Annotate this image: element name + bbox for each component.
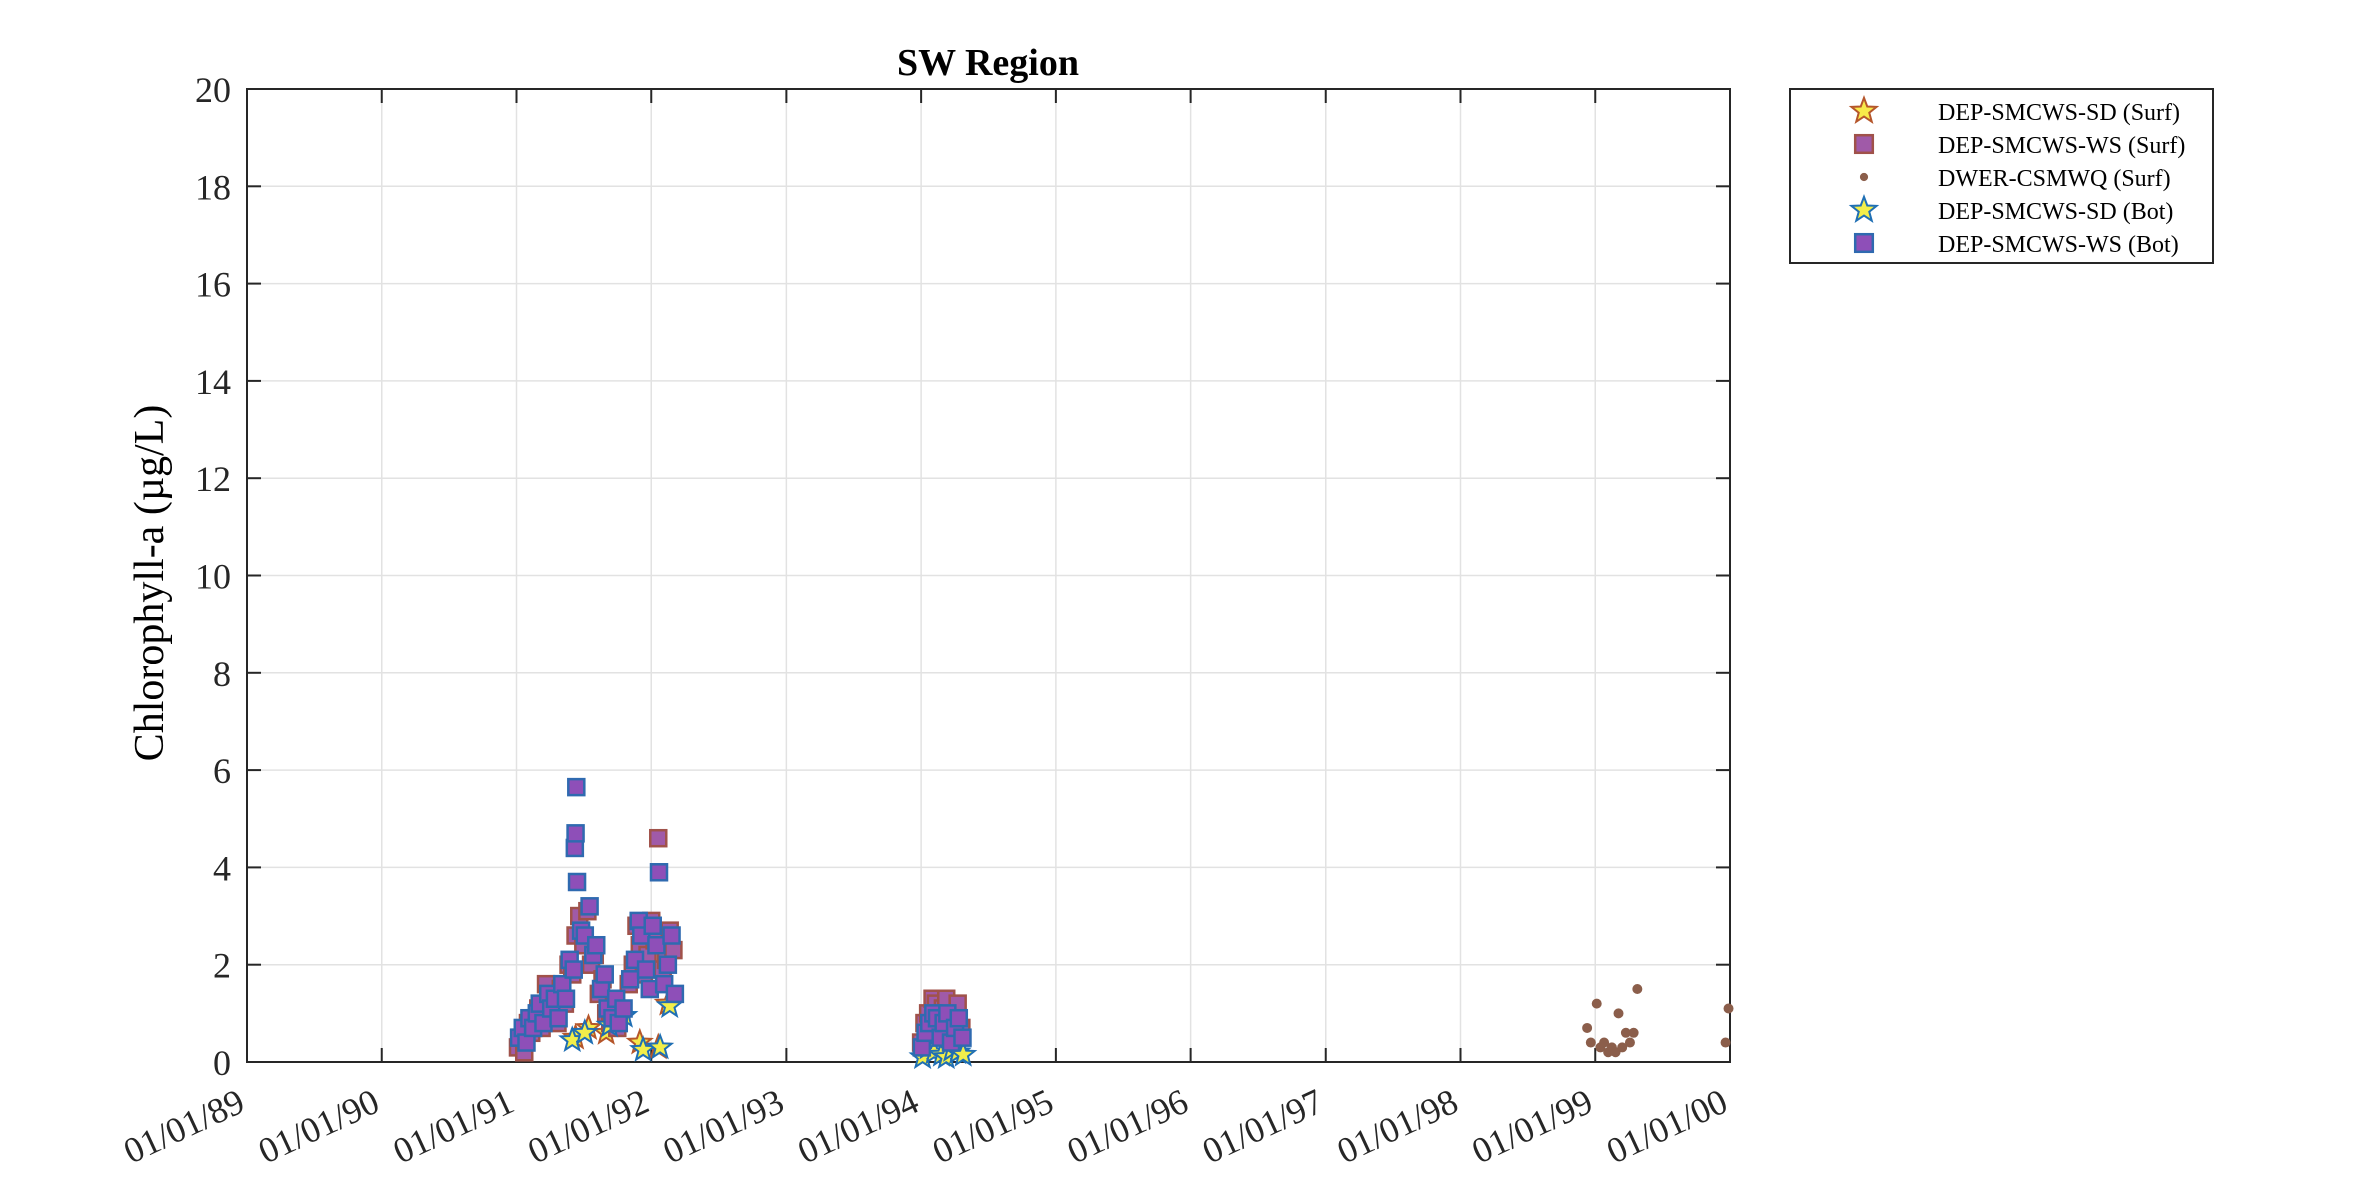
data-point bbox=[1591, 998, 1602, 1009]
data-point bbox=[662, 926, 681, 945]
chart-title: SW Region bbox=[897, 42, 1079, 84]
data-point bbox=[595, 965, 614, 984]
data-point bbox=[649, 828, 668, 848]
data-point bbox=[1613, 1008, 1624, 1019]
data-point bbox=[556, 989, 576, 1009]
data-point bbox=[1585, 1037, 1596, 1048]
data-points bbox=[508, 777, 1734, 1070]
legend-label: DWER-CSMWQ (Surf) bbox=[1938, 166, 2171, 192]
data-point bbox=[953, 1028, 972, 1047]
data-point bbox=[636, 960, 656, 979]
data-point bbox=[645, 1032, 675, 1060]
y-tick-label: 12 bbox=[195, 459, 231, 499]
legend-marker bbox=[1848, 94, 1880, 124]
legend-label: DEP-SMCWS-SD (Surf) bbox=[1938, 100, 2180, 126]
data-point bbox=[1624, 1037, 1635, 1048]
data-point bbox=[949, 1008, 969, 1028]
data-point bbox=[1720, 1037, 1731, 1048]
data-point bbox=[647, 935, 666, 955]
data-point bbox=[580, 897, 599, 916]
y-tick-label: 0 bbox=[213, 1043, 231, 1083]
legend-marker bbox=[1859, 172, 1869, 182]
legend-marker bbox=[1853, 133, 1875, 155]
data-point bbox=[1582, 1022, 1593, 1033]
y-tick-label: 16 bbox=[195, 265, 231, 305]
data-point bbox=[1723, 1003, 1734, 1014]
y-tick-label: 18 bbox=[195, 167, 231, 207]
data-point bbox=[1628, 1027, 1639, 1038]
legend-marker bbox=[1848, 193, 1880, 223]
data-point bbox=[564, 960, 583, 979]
y-tick-label: 6 bbox=[213, 751, 231, 791]
data-point bbox=[1599, 1037, 1610, 1048]
data-point bbox=[567, 777, 586, 797]
data-point bbox=[566, 824, 585, 843]
grid-lines bbox=[246, 88, 1731, 1063]
y-tick-label: 14 bbox=[195, 362, 231, 402]
data-point bbox=[614, 999, 633, 1018]
data-point bbox=[567, 872, 587, 892]
data-point bbox=[643, 916, 662, 936]
data-point bbox=[1610, 1047, 1621, 1058]
y-tick-label: 2 bbox=[213, 946, 231, 986]
y-axis-label: Chlorophyll-a (µg/L) bbox=[127, 405, 173, 762]
data-point bbox=[665, 984, 685, 1004]
legend-label: DEP-SMCWS-WS (Bot) bbox=[1938, 232, 2179, 258]
data-point bbox=[549, 1008, 568, 1028]
data-point bbox=[1632, 984, 1643, 995]
y-tick-label: 4 bbox=[213, 848, 231, 888]
y-tick-label: 8 bbox=[213, 654, 231, 694]
legend-marker bbox=[1853, 232, 1875, 254]
data-point bbox=[586, 935, 606, 955]
y-tick-label: 20 bbox=[195, 70, 231, 110]
legend-label: DEP-SMCWS-WS (Surf) bbox=[1938, 133, 2185, 159]
legend-label: DEP-SMCWS-SD (Bot) bbox=[1938, 199, 2173, 225]
series-4 bbox=[509, 777, 972, 1057]
data-point bbox=[570, 1017, 599, 1045]
legend: DEP-SMCWS-SD (Surf) DEP-SMCWS-WS (Surf) DW… bbox=[1789, 88, 2214, 264]
data-point bbox=[649, 863, 669, 882]
data-point bbox=[620, 970, 640, 989]
y-tick-label: 10 bbox=[195, 557, 231, 597]
data-point bbox=[1617, 1042, 1628, 1053]
series-2 bbox=[1582, 984, 1734, 1058]
data-point bbox=[658, 955, 678, 974]
